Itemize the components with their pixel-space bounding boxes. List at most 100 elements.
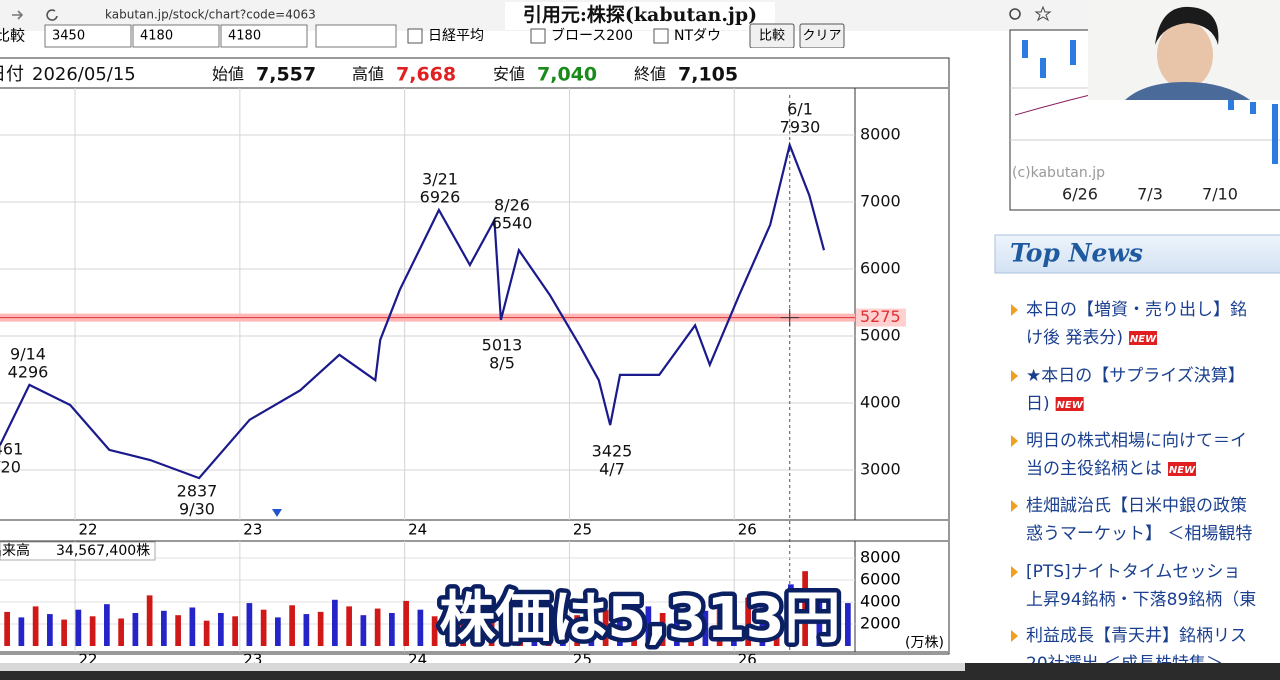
quote-low: 7,040	[537, 64, 597, 86]
compare-input[interactable]	[315, 24, 397, 48]
annotation: 4296	[8, 363, 49, 382]
compare-input[interactable]	[220, 24, 308, 48]
top-news-header	[994, 234, 1280, 274]
annotation: 9/30	[179, 500, 215, 519]
compare-input[interactable]	[44, 24, 132, 48]
quote-high: 7,668	[396, 64, 456, 86]
volume-bar	[118, 618, 124, 646]
compare-input-text: 4180	[140, 29, 173, 44]
volume-bar	[745, 597, 751, 646]
news-line[interactable]: 桂畑誠治氏【日米中銀の政策	[1026, 496, 1247, 516]
quote-row: 日付 2026/05/15 始値 7,557 高値 7,668 安値 7,040 終値 7,105	[0, 64, 738, 86]
checkbox-label: NTダウ	[674, 28, 721, 44]
annotation: 8/5	[489, 354, 515, 373]
volume-bar	[104, 604, 110, 646]
news-line[interactable]: ★本日の【サプライズ決算】	[1026, 366, 1245, 386]
news-line[interactable]: 利益成長【青天井】銘柄リス	[1026, 626, 1247, 646]
bullet	[1011, 566, 1018, 578]
volume-bar	[403, 600, 409, 646]
news-list: 本日の【増資・売り出し】銘け後 発表分) NEW ★本日の【サプライズ決算】日) NE…	[1011, 300, 1256, 674]
checkbox[interactable]	[407, 28, 423, 44]
volume-bar	[645, 606, 652, 646]
new-badge-bg	[1168, 462, 1196, 476]
volume-bar	[659, 612, 666, 646]
compare-input-text: 3450	[52, 29, 85, 44]
volume-bar	[189, 607, 196, 646]
checkbox[interactable]	[530, 28, 546, 44]
url[interactable]: kabutan.jp/stock/chart?code=4063	[105, 8, 316, 22]
volume-bar	[232, 616, 238, 646]
news-line[interactable]: 当の主役銘柄とは	[1026, 459, 1162, 479]
annotation: 7930	[780, 118, 821, 137]
volume-bar	[246, 603, 253, 646]
volume-unit: (万株)	[905, 635, 944, 651]
scrollbar-thumb[interactable]	[0, 663, 965, 671]
forward-button[interactable]	[12, 10, 24, 20]
y-tick-label: 3000	[860, 460, 901, 479]
zoom-icon[interactable]	[1009, 8, 1021, 20]
new-badge: NEW	[1130, 334, 1157, 345]
annotation: 2837	[177, 482, 218, 501]
volume-bar	[517, 610, 523, 646]
news-line[interactable]: 本日の【増資・売り出し】銘	[1026, 300, 1247, 320]
news-line[interactable]: 惑うマーケット】 ＜相場観特	[1026, 524, 1252, 544]
annotation: 4/7	[599, 460, 625, 479]
news-line[interactable]: け後 発表分)	[1026, 328, 1123, 348]
volume-bar	[360, 615, 367, 646]
news-line[interactable]: 明日の株式相場に向けて＝イ	[1026, 431, 1247, 451]
side-date: 6/26	[1062, 185, 1098, 204]
checkbox[interactable]	[653, 28, 669, 44]
annotation: 9/14	[10, 345, 46, 364]
volume-bar	[531, 606, 538, 646]
annotation: 8/26	[494, 196, 530, 215]
y-tick-label: 8000	[860, 124, 901, 143]
volume-bar	[389, 612, 395, 646]
y-tick-label: 5000	[860, 325, 901, 344]
quote-date: 2026/05/15	[32, 64, 136, 85]
reload-button[interactable]	[46, 9, 58, 21]
volume-bar	[574, 615, 580, 646]
overlay-title: 引用元:株探(kabutan.jp)	[523, 3, 757, 26]
compare-input[interactable]	[132, 24, 220, 48]
x-tick-label: 23	[243, 521, 262, 539]
y-tick-label: 4000	[860, 591, 901, 610]
y-tick-label: 6000	[860, 258, 901, 277]
x-tick-label: 22	[79, 521, 98, 539]
news-line[interactable]: [PTS]ナイトタイムセッショ	[1026, 562, 1240, 582]
volume-bar	[503, 598, 509, 646]
bullet	[1011, 500, 1018, 512]
webcam-face	[1157, 21, 1213, 89]
y-tick-label: 2000	[860, 613, 901, 632]
side-credit: (c)kabutan.jp	[1012, 165, 1105, 181]
volume-bar	[802, 571, 808, 646]
bullet	[1011, 630, 1018, 642]
webcam-shirt	[1125, 82, 1250, 100]
cursor-cross	[780, 308, 799, 327]
volume-bar	[460, 611, 466, 646]
volume-bar	[830, 596, 837, 646]
quote-high-label: 高値	[352, 65, 384, 84]
video-caption: 株価は5,313円	[439, 586, 840, 651]
cover	[0, 48, 950, 58]
chart-frame	[0, 57, 950, 655]
annotation: 461	[0, 440, 23, 459]
volume-bar	[631, 599, 637, 646]
news-line[interactable]: 上昇94銘柄・下落89銘柄（東	[1026, 590, 1256, 610]
volume-total: 34,567,400株	[56, 543, 150, 559]
news-line[interactable]: 日)	[1026, 394, 1050, 414]
new-badge: NEW	[1057, 400, 1084, 411]
compare-label: 比較	[0, 27, 25, 45]
star-icon[interactable]	[1034, 5, 1052, 22]
quote-low-label: 安値	[493, 65, 525, 84]
annotation: /20	[0, 458, 21, 477]
volume-bar	[275, 617, 281, 646]
side-date: 7/3	[1137, 185, 1163, 204]
checkbox-label: ブロース200	[551, 27, 633, 44]
volume-bar	[289, 605, 295, 646]
volume-bar	[161, 610, 167, 646]
annotation: 6926	[420, 188, 461, 207]
side-date: 7/10	[1202, 185, 1238, 204]
x-tick-label: 24	[408, 521, 427, 539]
volume-bar	[146, 595, 153, 646]
